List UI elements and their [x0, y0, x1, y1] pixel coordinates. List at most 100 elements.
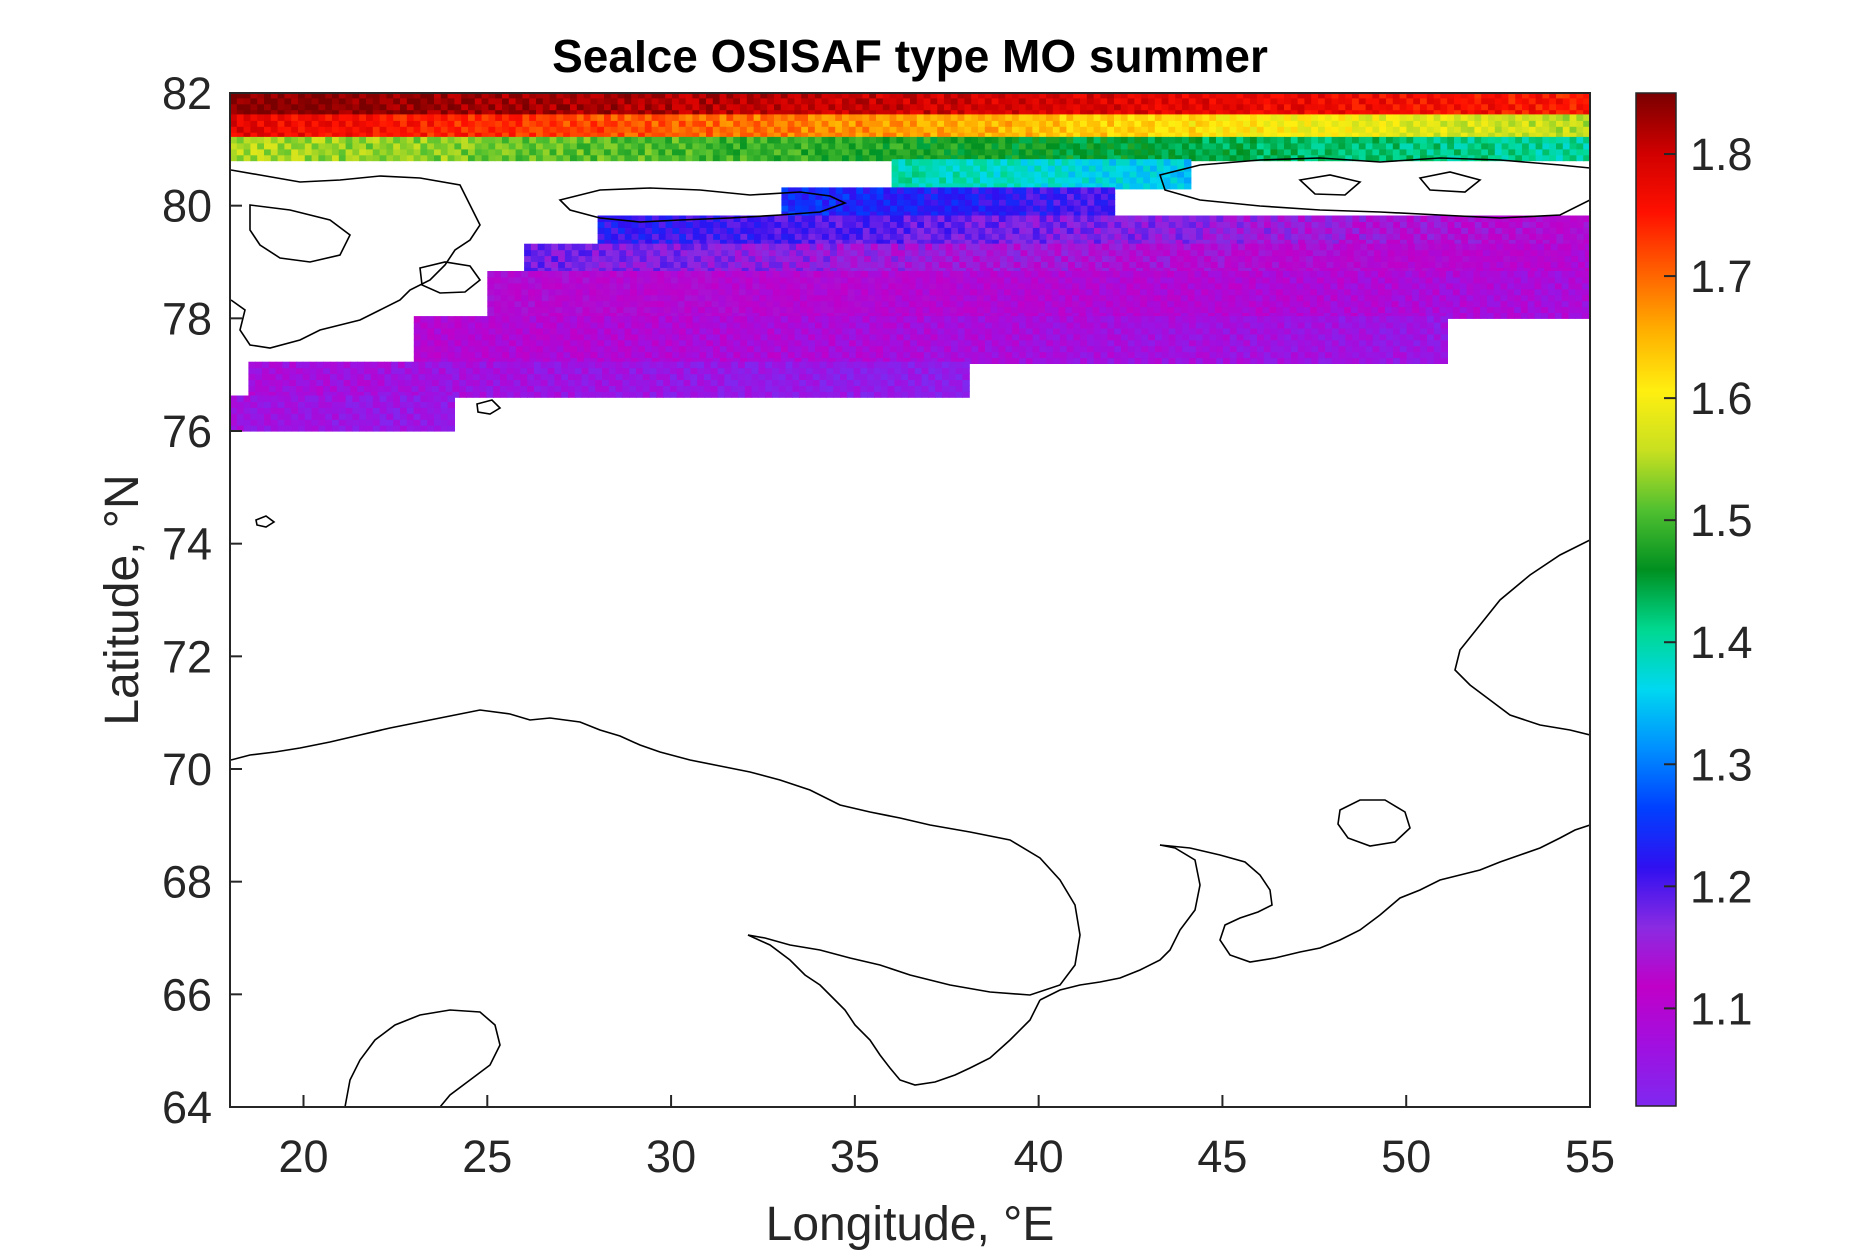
ice-cell [991, 93, 999, 99]
ice-cell [1426, 136, 1435, 144]
ice-cell [1094, 221, 1102, 228]
ice-cell [589, 300, 597, 308]
ice-cell [775, 243, 784, 251]
ice-cell [1542, 154, 1550, 162]
ice-cell [1175, 120, 1183, 127]
ice-cell [753, 148, 761, 156]
ice-cell [1163, 171, 1171, 178]
ice-cell [1510, 255, 1518, 262]
ice-cell [882, 120, 891, 127]
ice-cell [1352, 114, 1360, 121]
ice-cell [719, 93, 727, 99]
ice-cell [644, 142, 653, 150]
ice-cell [863, 187, 871, 194]
ice-cell [1114, 154, 1122, 162]
ice-cell [882, 114, 891, 121]
ice-cell [782, 261, 790, 268]
ice-cell [1379, 154, 1387, 162]
ice-cell [767, 126, 775, 133]
ice-cell [1277, 103, 1285, 111]
ice-cell [1224, 261, 1232, 268]
ice-cell [1038, 312, 1046, 319]
ice-cell [576, 97, 585, 105]
ice-cell [1454, 97, 1462, 105]
ice-cell [474, 126, 483, 133]
ice-cell [1583, 227, 1590, 234]
ice-cell [1535, 126, 1543, 133]
ice-cell [359, 142, 367, 150]
ice-cell [707, 255, 716, 262]
ice-cell [1073, 221, 1081, 228]
ice-cell [1155, 239, 1163, 246]
ice-cell [1406, 227, 1415, 234]
ice-cell [1331, 120, 1339, 127]
ice-cell [1073, 126, 1081, 133]
ice-cell [1243, 109, 1251, 117]
ice-cell [1073, 187, 1082, 194]
ice-cell [624, 154, 632, 162]
ice-cell [1060, 193, 1068, 200]
ice-cell [1066, 103, 1074, 111]
ice-cell [1326, 267, 1334, 274]
ice-cell [1557, 267, 1566, 274]
ice-cell [1529, 233, 1537, 240]
ice-cell [1304, 148, 1312, 156]
ice-cell [1187, 312, 1196, 319]
ice-cell [972, 243, 981, 251]
ice-cell [1250, 239, 1258, 246]
ice-cell [720, 227, 728, 234]
ice-cell [1243, 233, 1251, 240]
ice-cell [665, 93, 673, 99]
ice-cell [1053, 215, 1061, 222]
ice-cell [1515, 154, 1523, 162]
ice-cell [304, 126, 313, 133]
ice-cell [1026, 233, 1034, 240]
ice-cell [236, 93, 245, 99]
ice-cell [1277, 154, 1285, 162]
ice-cell [1229, 97, 1237, 105]
ice-cell [1379, 120, 1387, 127]
ice-cell [1474, 233, 1483, 240]
ice-cell [277, 93, 285, 99]
ice-cell [959, 165, 967, 172]
ice-cell [638, 142, 646, 150]
ice-cell [890, 239, 898, 246]
ice-cell [904, 255, 913, 262]
ice-cell [1535, 120, 1543, 127]
ice-cell [578, 243, 586, 251]
ice-cell [1222, 136, 1231, 144]
ice-cell [1372, 136, 1380, 144]
ice-cell [881, 294, 890, 302]
ice-cell [874, 306, 883, 313]
ice-cell [755, 267, 763, 274]
ice-cell [1201, 294, 1209, 302]
ice-cell [1161, 136, 1169, 144]
ice-cell [808, 93, 816, 99]
ice-cell [1563, 233, 1571, 240]
ice-cell [753, 120, 761, 127]
ice-cell [651, 154, 659, 162]
ice-cell [917, 233, 925, 240]
ice-cell [291, 97, 299, 105]
ice-cell [698, 294, 706, 302]
ice-cell [291, 136, 299, 144]
ice-cell [1019, 227, 1027, 234]
ice-cell [1427, 215, 1435, 222]
ice-cell [958, 199, 966, 206]
ice-cell [1262, 306, 1270, 313]
ice-cell [1556, 148, 1564, 156]
ice-cell [427, 114, 435, 121]
ice-cell [1535, 114, 1543, 121]
ice-cell [1039, 154, 1047, 162]
ice-cell [752, 300, 760, 308]
ice-cell [277, 154, 285, 162]
ice-cell [836, 267, 845, 274]
ice-cell [230, 120, 238, 127]
ice-cell [932, 171, 940, 178]
ice-cell [842, 136, 850, 144]
ice-cell [1297, 93, 1305, 99]
ice-cell [1420, 97, 1428, 105]
ice-cell [1027, 267, 1035, 274]
ice-cell [494, 294, 502, 302]
ice-cell [1304, 109, 1312, 117]
